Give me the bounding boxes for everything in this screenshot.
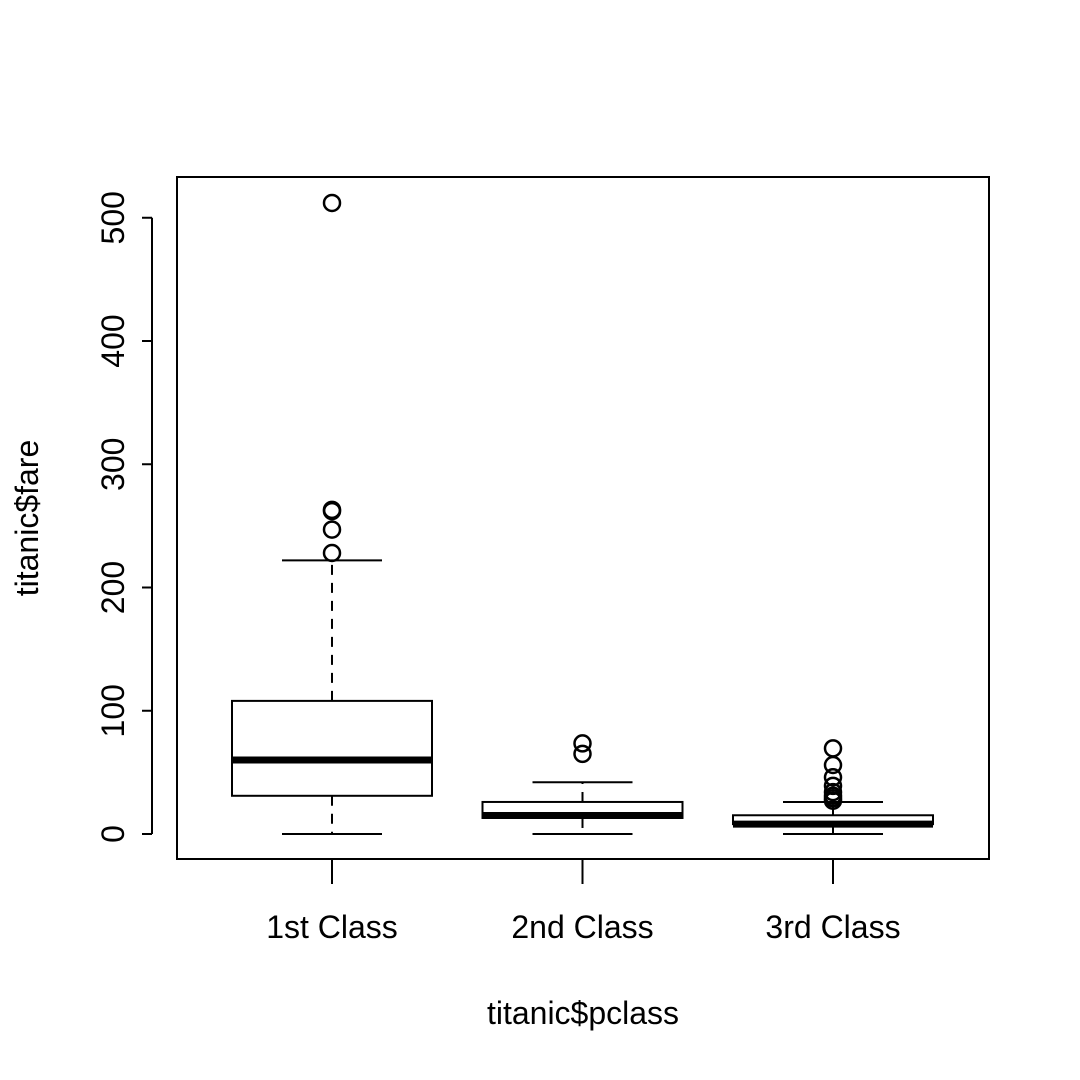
- outlier-point: [322, 500, 342, 520]
- x-axis: 1st Class 2nd Class 3rd Class: [266, 859, 901, 945]
- outlier-point: [823, 768, 843, 787]
- outlier-point: [322, 193, 342, 213]
- outlier-point: [322, 543, 342, 563]
- box-iqr: [231, 699, 433, 797]
- y-axis-title: titanic$fare: [9, 440, 45, 597]
- box-2: [481, 734, 684, 835]
- outlier-point: [823, 755, 843, 775]
- x-tick-label: 1st Class: [266, 909, 398, 945]
- x-tick-label: 2nd Class: [511, 909, 653, 945]
- box-1: [231, 193, 433, 835]
- y-axis: 0 100 200 300 400 500: [95, 191, 153, 843]
- outlier-point: [823, 739, 843, 758]
- outlier-point: [322, 520, 342, 539]
- y-tick-label: 500: [95, 191, 131, 244]
- box-3: [732, 739, 934, 835]
- boxes: [231, 193, 934, 835]
- x-tick-label: 3rd Class: [765, 909, 900, 945]
- outlier-point: [573, 744, 592, 764]
- y-tick-label: 300: [95, 438, 131, 491]
- y-tick-label: 0: [95, 825, 131, 843]
- y-tick-label: 200: [95, 561, 131, 614]
- y-tick-label: 100: [95, 684, 131, 737]
- x-axis-title: titanic$pclass: [487, 995, 679, 1031]
- y-tick-label: 400: [95, 314, 131, 367]
- outlier-point: [573, 734, 592, 753]
- outlier-point: [823, 776, 843, 796]
